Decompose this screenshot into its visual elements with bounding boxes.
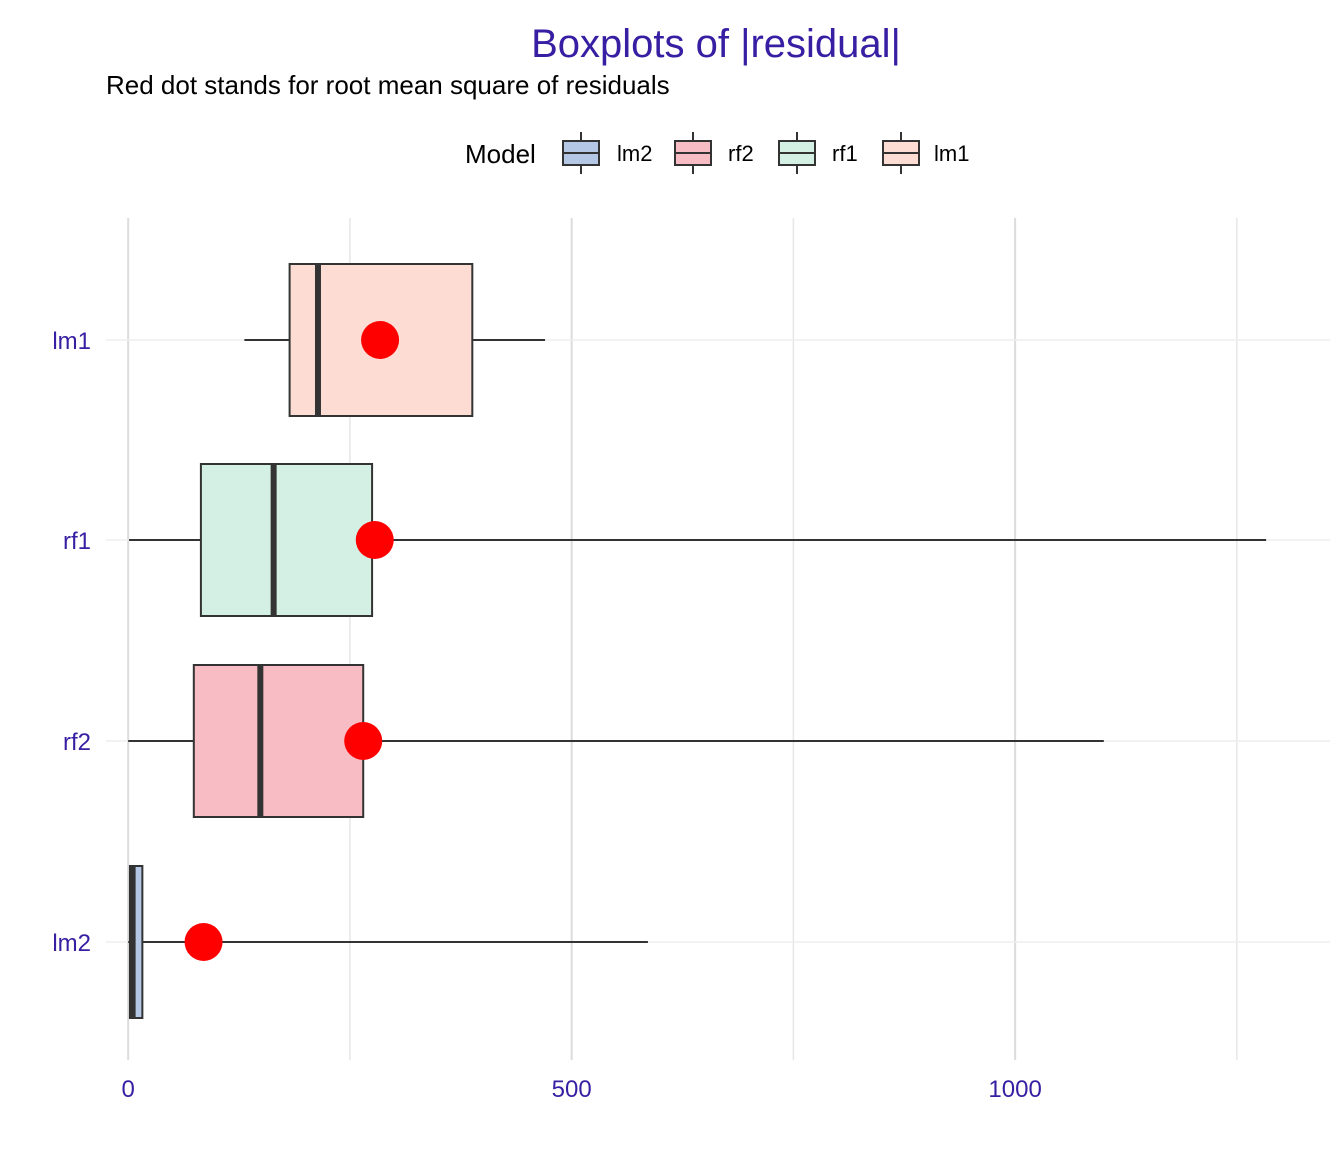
- legend-title: Model: [465, 139, 536, 169]
- x-tick-label: 1000: [988, 1076, 1041, 1103]
- chart-subtitle: Red dot stands for root mean square of r…: [106, 70, 670, 100]
- box-rf2: [128, 664, 1104, 818]
- box-iqr: [192, 664, 365, 818]
- legend: Model lm2 rf2 rf1 lm1: [465, 132, 969, 174]
- rmse-dot: [361, 321, 400, 359]
- box-iqr: [199, 463, 374, 617]
- rmse-dot: [184, 923, 223, 961]
- rmse-dot: [344, 722, 383, 760]
- chart-title: Boxplots of |residual|: [531, 22, 901, 66]
- boxes: [128, 263, 1267, 1019]
- box-rf1: [129, 463, 1267, 617]
- legend-item-lm1: lm1: [882, 132, 969, 174]
- y-tick-label: rf1: [63, 528, 91, 555]
- legend-label: lm2: [617, 141, 652, 166]
- x-tick-label: 500: [552, 1076, 592, 1103]
- x-tick-label: 0: [121, 1076, 134, 1103]
- y-tick-label: rf2: [63, 729, 91, 756]
- legend-label: rf1: [832, 141, 858, 166]
- y-axis: lm1 rf1 rf2 lm2: [52, 328, 91, 957]
- legend-label: lm1: [934, 141, 969, 166]
- legend-item-rf1: rf1: [778, 132, 858, 174]
- rmse-dot: [355, 521, 394, 559]
- box-lm1: [244, 263, 546, 417]
- legend-label: rf2: [728, 141, 754, 166]
- legend-item-lm2: lm2: [562, 132, 652, 174]
- legend-item-rf2: rf2: [674, 132, 754, 174]
- y-tick-label: lm2: [52, 930, 91, 957]
- y-tick-label: lm1: [52, 328, 91, 355]
- x-axis: 0 500 1000: [121, 1076, 1041, 1103]
- box-lm2: [128, 865, 648, 1019]
